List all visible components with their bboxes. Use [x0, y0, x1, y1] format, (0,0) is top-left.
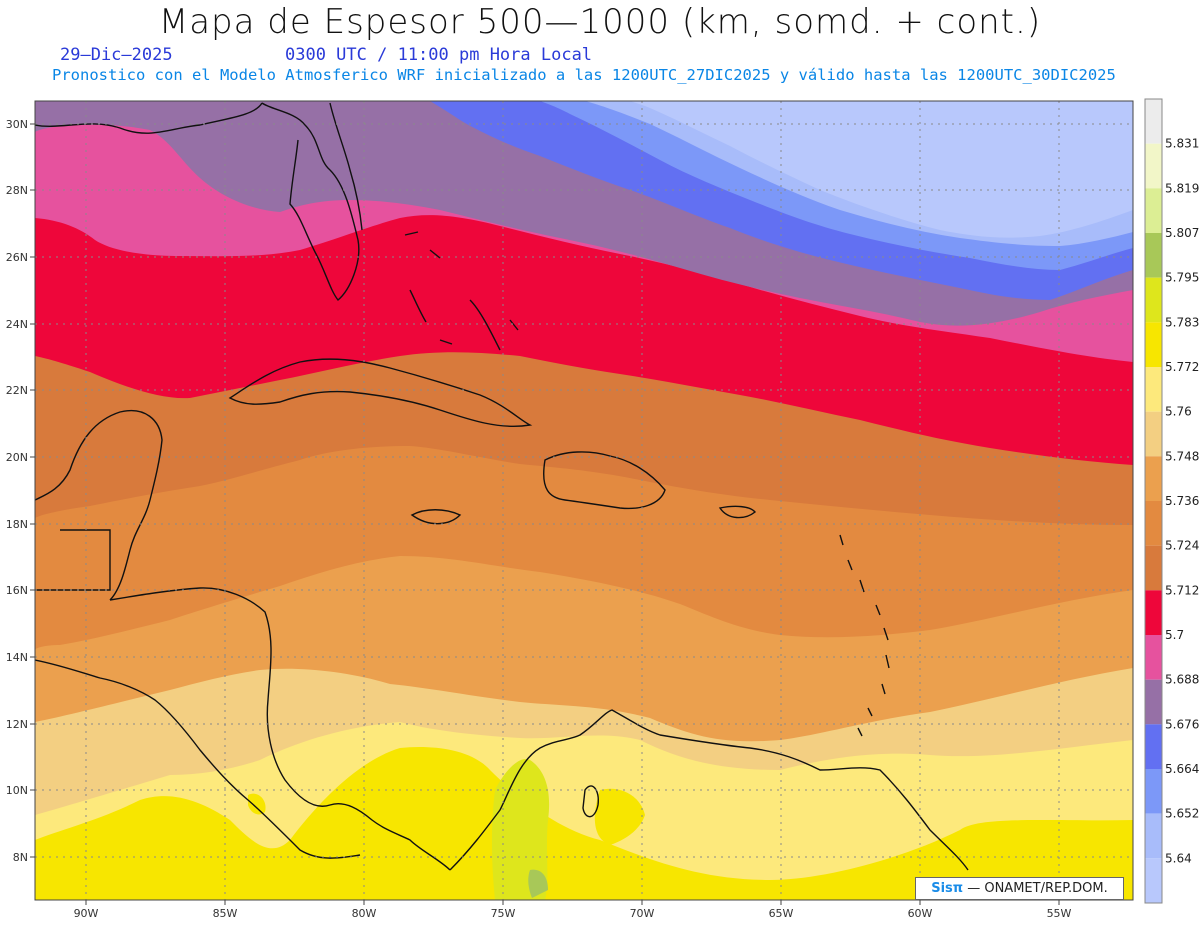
- band-5795-core-2: [528, 869, 548, 898]
- coast-south-america: [449, 709, 969, 871]
- map-frame: [34, 100, 1134, 901]
- coast-maracaibo: [582, 785, 600, 818]
- lat-label: 22N: [6, 384, 28, 397]
- band-5783-east: [594, 788, 645, 845]
- legend-value: 5.807: [1165, 226, 1199, 240]
- legend-swatch: [1145, 233, 1162, 278]
- lat-label: 20N: [6, 451, 28, 464]
- legend-value: 5.664: [1165, 762, 1199, 776]
- model-subtitle: Pronostico con el Modelo Atmosferico WRF…: [52, 66, 1116, 84]
- coast-cuba: [228, 358, 533, 428]
- legend-value: 5.772: [1165, 360, 1199, 374]
- legend-value: 5.64: [1165, 851, 1192, 865]
- lat-label: 18N: [6, 518, 28, 531]
- legend-swatch: [1145, 590, 1162, 635]
- legend-swatch: [1145, 635, 1162, 680]
- legend-value: 5.7: [1165, 628, 1184, 642]
- lon-label: 70W: [630, 907, 655, 920]
- coast-yucatan: [35, 410, 163, 601]
- legend-swatch: [1145, 813, 1162, 859]
- credit-org: — ONAMET/REP.DOM.: [967, 881, 1108, 896]
- map-title: Mapa de Espesor 500—1000 (km, somd. + co…: [158, 2, 1042, 42]
- lat-label: 26N: [6, 251, 28, 264]
- lat-label: 28N: [6, 184, 28, 197]
- legend-value: 5.795: [1165, 271, 1199, 285]
- contour-bands: [35, 101, 1133, 900]
- coast-hispaniola: [543, 451, 666, 510]
- legend-swatch: [1145, 367, 1162, 412]
- coastlines: [35, 102, 969, 871]
- legend-swatch: [1145, 99, 1162, 144]
- lon-label: 75W: [491, 907, 516, 920]
- legend-value: 5.676: [1165, 717, 1199, 731]
- legend-swatch: [1145, 277, 1162, 323]
- coast-central-america: [109, 587, 451, 871]
- credit-brand: Sisπ: [931, 881, 964, 896]
- coast-florida-east: [329, 102, 363, 231]
- band-5783-west: [248, 793, 266, 815]
- legend-value: 5.819: [1165, 181, 1199, 195]
- coast-florida: [35, 102, 360, 301]
- legend-swatch: [1145, 501, 1162, 546]
- legend-swatch: [1145, 724, 1162, 769]
- legend-swatch: [1145, 858, 1162, 903]
- lat-label: 12N: [6, 718, 28, 731]
- coast-antilles: [839, 534, 890, 737]
- legend-value: 5.76: [1165, 405, 1192, 419]
- forecast-time: 0300 UTC / 11:00 pm Hora Local: [285, 45, 593, 65]
- lon-label: 65W: [769, 907, 794, 920]
- legend-frame: [1144, 98, 1163, 904]
- coast-yucatan-west: [35, 529, 111, 591]
- lon-label: 60W: [908, 907, 933, 920]
- legend-swatch: [1145, 143, 1162, 189]
- coast-puertorico: [718, 505, 756, 519]
- legend-swatch: [1145, 456, 1162, 501]
- legend-value: 5.748: [1165, 449, 1199, 463]
- legend-value: 5.736: [1165, 494, 1199, 508]
- lon-axis: 90W 85W 80W 75W 70W 65W 60W 55W: [74, 907, 1072, 920]
- lat-axis: 30N 28N 26N 24N 22N 20N 18N 16N 14N 12N …: [6, 118, 28, 864]
- lat-label: 14N: [6, 651, 28, 664]
- coast-central-pacific: [35, 659, 361, 859]
- lon-ticks: [85, 900, 1060, 905]
- legend-value: 5.688: [1165, 673, 1199, 687]
- coast-jamaica: [410, 509, 462, 525]
- lat-label: 24N: [6, 318, 28, 331]
- legend-colorbar: [1144, 98, 1163, 904]
- lon-label: 85W: [213, 907, 238, 920]
- lon-label: 55W: [1047, 907, 1072, 920]
- lon-label: 80W: [352, 907, 377, 920]
- legend-swatch: [1145, 322, 1162, 367]
- forecast-date: 29—Dic—2025: [60, 45, 173, 65]
- legend-swatch: [1145, 545, 1162, 591]
- legend-value: 5.783: [1165, 315, 1199, 329]
- credit-box: Sisπ — ONAMET/REP.DOM.: [915, 877, 1124, 900]
- coast-bahamas: [404, 231, 519, 351]
- legend-value: 5.831: [1165, 137, 1199, 151]
- band-5795-core: [491, 759, 550, 900]
- lat-label: 30N: [6, 118, 28, 131]
- legend-swatch: [1145, 769, 1162, 814]
- legend-swatch: [1145, 411, 1162, 457]
- lon-label: 90W: [74, 907, 99, 920]
- lat-label: 10N: [6, 784, 28, 797]
- legend-value: 5.712: [1165, 583, 1199, 597]
- graticule: [35, 101, 1133, 900]
- lat-ticks: [30, 123, 35, 858]
- legend-labels: 5.831 5.819 5.807 5.795 5.783 5.772 5.76 5.748 5…: [1165, 137, 1199, 866]
- lat-label: 16N: [6, 584, 28, 597]
- legend-value: 5.724: [1165, 539, 1199, 553]
- legend-swatch: [1145, 679, 1162, 725]
- band-lowest: [630, 101, 1133, 238]
- lat-label: 8N: [13, 851, 28, 864]
- legend-swatch: [1145, 188, 1162, 233]
- legend-value: 5.652: [1165, 807, 1199, 821]
